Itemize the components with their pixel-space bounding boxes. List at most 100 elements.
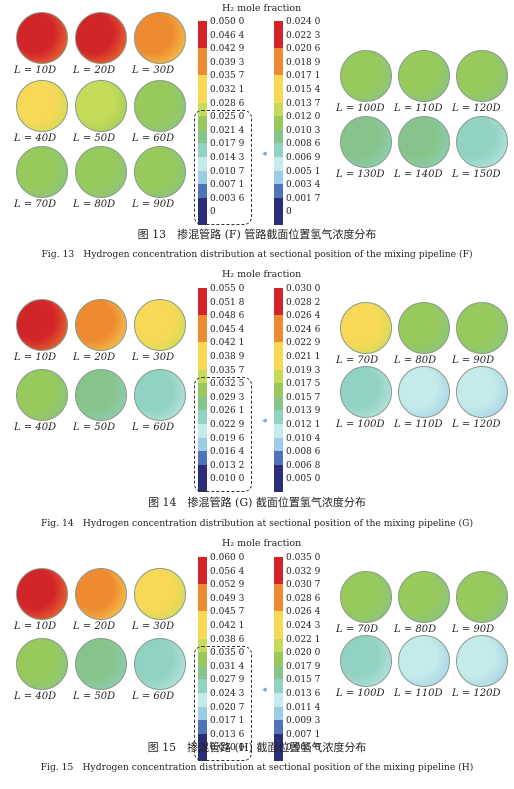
section-label: L = 40D	[14, 422, 57, 433]
colorbar-tick-label: 0.052 9	[210, 580, 245, 591]
cross-section-plot	[340, 116, 392, 168]
section-label: L = 150D	[452, 169, 501, 180]
colorbar-tick-label: 0.003 6	[210, 193, 245, 204]
colorbar-tick-label: 0.016 4	[210, 447, 245, 458]
figure-caption-zh: 图 13 掺混管路 (F) 管路截面位置氢气浓度分布	[137, 228, 377, 241]
colorbar-tick-label: 0.060 0	[210, 553, 245, 563]
colorbar-tick-label: 0.045 7	[210, 607, 245, 618]
pointer-arrow-icon: ◂	[262, 149, 267, 160]
cross-section-plot	[398, 50, 450, 102]
cross-section-plot	[75, 12, 127, 64]
section-label: L = 10D	[14, 352, 57, 363]
colorbar-tick-label: 0.056 4	[210, 566, 245, 577]
colorbar-tick-label: 0.008 6	[286, 139, 321, 150]
colorbar-tick-label: 0.013 9	[286, 406, 321, 417]
section-label: L = 10D	[14, 621, 57, 632]
colorbar-tick-label: 0.035 7	[210, 365, 245, 376]
colorbar-tick-label: 0.015 4	[286, 85, 321, 95]
colorbar-tick-label: 0.021 4	[210, 125, 245, 136]
colorbar-tick-label: 0.038 6	[210, 634, 245, 645]
cross-section-plot	[16, 12, 68, 64]
colorbar-tick-label: 0.019 6	[210, 433, 245, 444]
section-label: L = 110D	[394, 688, 443, 699]
cross-section-plot	[134, 80, 186, 132]
colorbar	[198, 288, 207, 492]
colorbar	[198, 21, 207, 225]
colorbar-tick-label: 0.005 0	[286, 743, 321, 754]
colorbar	[198, 557, 207, 761]
colorbar-tick-label: 0.029 3	[210, 392, 245, 403]
colorbar-tick-label: 0.017 1	[286, 71, 321, 82]
colorbar-tick-label: 0.009 3	[286, 716, 321, 727]
section-label: L = 110D	[394, 103, 443, 114]
colorbar-tick-label: 0.020 0	[286, 648, 321, 659]
section-label: L = 40D	[14, 133, 57, 144]
section-label: L = 120D	[452, 688, 501, 699]
colorbar-tick-label: 0.006 8	[286, 460, 321, 471]
colorbar-tick-label: 0.022 9	[210, 420, 245, 430]
figure-caption-zh: 图 14 掺混管路 (G) 截面位置氢气浓度分布	[148, 496, 366, 509]
section-label: L = 60D	[132, 422, 175, 433]
section-label: L = 80D	[73, 199, 116, 210]
colorbar	[274, 557, 283, 761]
colorbar-tick-label: 0.008 6	[286, 447, 321, 458]
colorbar-tick-label: 0.025 0	[210, 112, 245, 123]
section-label: L = 40D	[14, 691, 57, 702]
colorbar-tick-label: 0.010 0	[210, 474, 245, 485]
colorbar-tick-label: 0.051 8	[210, 297, 245, 308]
section-label: L = 60D	[132, 133, 175, 144]
section-label: L = 100D	[336, 419, 385, 430]
cross-section-plot	[134, 12, 186, 64]
cross-section-plot	[456, 302, 508, 354]
section-label: L = 90D	[452, 624, 495, 635]
colorbar-tick-label: 0.024 3	[210, 689, 245, 699]
colorbar-tick-label: 0.032 9	[286, 566, 321, 577]
section-label: L = 70D	[336, 624, 379, 635]
cross-section-plot	[134, 568, 186, 620]
section-label: L = 100D	[336, 688, 385, 699]
cross-section-plot	[134, 638, 186, 690]
section-label: L = 130D	[336, 169, 385, 180]
cross-section-plot	[16, 568, 68, 620]
colorbar-title: H₂ mole fraction	[222, 269, 302, 280]
colorbar-tick-label: 0.035 0	[210, 648, 245, 659]
section-label: L = 20D	[73, 65, 116, 76]
colorbar-tick-label: 0.013 6	[210, 729, 245, 740]
colorbar-tick-label: 0.035 0	[286, 553, 321, 563]
colorbar-tick-label: 0.022 1	[286, 634, 321, 645]
cross-section-plot	[16, 638, 68, 690]
colorbar-tick-label: 0.055 0	[210, 284, 245, 294]
cross-section-plot	[340, 366, 392, 418]
colorbar-tick-label: 0.013 6	[286, 689, 321, 699]
colorbar-tick-label: 0.048 6	[210, 311, 245, 322]
section-label: L = 70D	[14, 199, 57, 210]
zoom-range-box	[194, 646, 252, 761]
colorbar-tick-label: 0.007 1	[286, 729, 321, 740]
colorbar-tick-label: 0.026 4	[286, 311, 321, 322]
cross-section-plot	[340, 571, 392, 623]
cross-section-plot	[75, 369, 127, 421]
colorbar	[274, 21, 283, 225]
colorbar-tick-label: 0.003 4	[286, 180, 321, 191]
colorbar-tick-label: 0.007 1	[210, 180, 245, 191]
colorbar-tick-label: 0.017 1	[210, 716, 245, 727]
section-label: L = 50D	[73, 422, 116, 433]
cross-section-plot	[456, 635, 508, 687]
section-label: L = 80D	[394, 624, 437, 635]
colorbar-tick-label: 0.015 7	[286, 675, 321, 686]
colorbar-tick-label: 0.035 7	[210, 71, 245, 82]
colorbar-tick-label: 0.024 0	[286, 17, 321, 27]
pointer-arrow-icon: ◂	[262, 685, 267, 696]
colorbar-tick-label: 0.017 9	[286, 661, 321, 672]
colorbar-tick-label: 0.022 3	[286, 30, 321, 41]
colorbar-tick-label: 0.027 9	[210, 675, 245, 686]
cross-section-plot	[398, 571, 450, 623]
colorbar-tick-label: 0.019 3	[286, 365, 321, 376]
section-label: L = 20D	[73, 621, 116, 632]
cross-section-plot	[134, 146, 186, 198]
colorbar-tick-label: 0.026 1	[210, 406, 245, 417]
cross-section-plot	[456, 571, 508, 623]
colorbar-tick-label: 0.005 1	[286, 166, 321, 177]
section-label: L = 30D	[132, 352, 175, 363]
colorbar-tick-label: 0.010 0	[210, 743, 245, 754]
